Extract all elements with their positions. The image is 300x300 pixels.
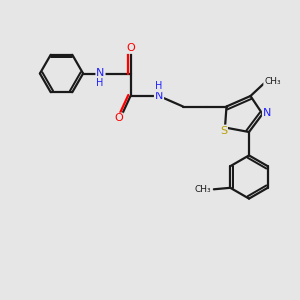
Text: CH₃: CH₃ <box>195 185 211 194</box>
Text: CH₃: CH₃ <box>264 76 281 85</box>
Text: H: H <box>96 78 103 88</box>
Text: H: H <box>155 81 162 92</box>
Text: O: O <box>126 43 135 53</box>
Text: N: N <box>155 91 163 101</box>
Text: S: S <box>220 125 227 136</box>
Text: N: N <box>263 107 271 118</box>
Text: N: N <box>96 68 105 79</box>
Text: O: O <box>114 113 123 124</box>
